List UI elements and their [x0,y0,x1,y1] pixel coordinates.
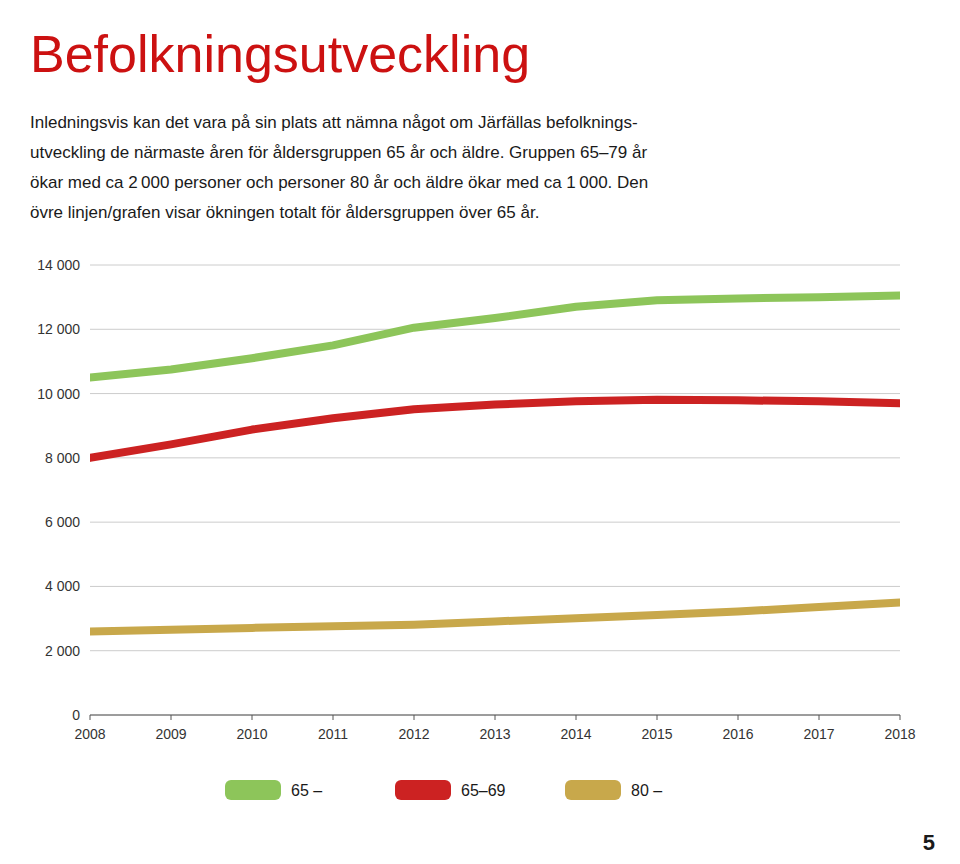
series-line [90,400,900,458]
page: Befolkningsutveckling Inledningsvis kan d… [0,0,960,864]
legend-swatch [395,780,451,800]
x-tick [900,715,901,720]
grid-line [90,650,900,651]
y-tick-label: 6 000 [45,514,80,530]
grid-line [90,329,900,330]
grid [90,265,900,715]
grid-line [90,586,900,587]
y-tick-label: 4 000 [45,578,80,594]
series-line [90,603,900,632]
x-tick [819,715,820,720]
body-text: ökar med ca 2 000 personer och personer … [30,173,648,192]
x-tick [657,715,658,720]
x-tick [576,715,577,720]
legend-label: 65 – [291,782,322,799]
x-tick-label: 2011 [318,726,348,742]
series-line [90,296,900,378]
legend: 65 – 65–69 80 – [225,780,662,800]
y-tick-label: 12 000 [37,321,80,337]
y-tick-label: 10 000 [37,386,80,402]
x-tick-label: 2010 [236,726,267,742]
y-tick-label: 0 [72,707,80,723]
x-tick [333,715,334,720]
x-tick-label: 2012 [398,726,429,742]
legend-label: 80 – [631,782,662,799]
x-tick [90,715,91,720]
y-tick-label: 14 000 [37,257,80,273]
x-tick-label: 2009 [155,726,186,742]
grid-line [90,265,900,266]
legend-swatch [565,780,621,800]
x-tick-label: 2015 [641,726,672,742]
title: Befolkningsutveckling [30,25,530,83]
x-tick-label: 2017 [803,726,834,742]
body-text: Inledningsvis kan det vara på sin plats … [30,113,638,132]
x-tick [171,715,172,720]
x-tick-label: 2013 [479,726,510,742]
x-tick [252,715,253,720]
x-tick [738,715,739,720]
x-tick-label: 2008 [74,726,105,742]
grid-line [90,522,900,523]
x-tick-label: 2016 [722,726,753,742]
grid-line [90,393,900,394]
body-text: övre linjen/grafen visar ökningen totalt… [30,203,539,222]
grid-line [90,457,900,458]
y-tick-label: 8 000 [45,450,80,466]
lines [90,296,900,632]
body-text: utveckling de närmaste åren för åldersgr… [30,143,647,162]
x-tick-label: 2014 [560,726,591,742]
x-tick [495,715,496,720]
legend-label: 65–69 [461,782,506,799]
legend-swatch [225,780,281,800]
x-tick [414,715,415,720]
x-tick-label: 2018 [884,726,915,742]
y-tick-label: 2 000 [45,643,80,659]
page-number: 5 [923,830,935,855]
